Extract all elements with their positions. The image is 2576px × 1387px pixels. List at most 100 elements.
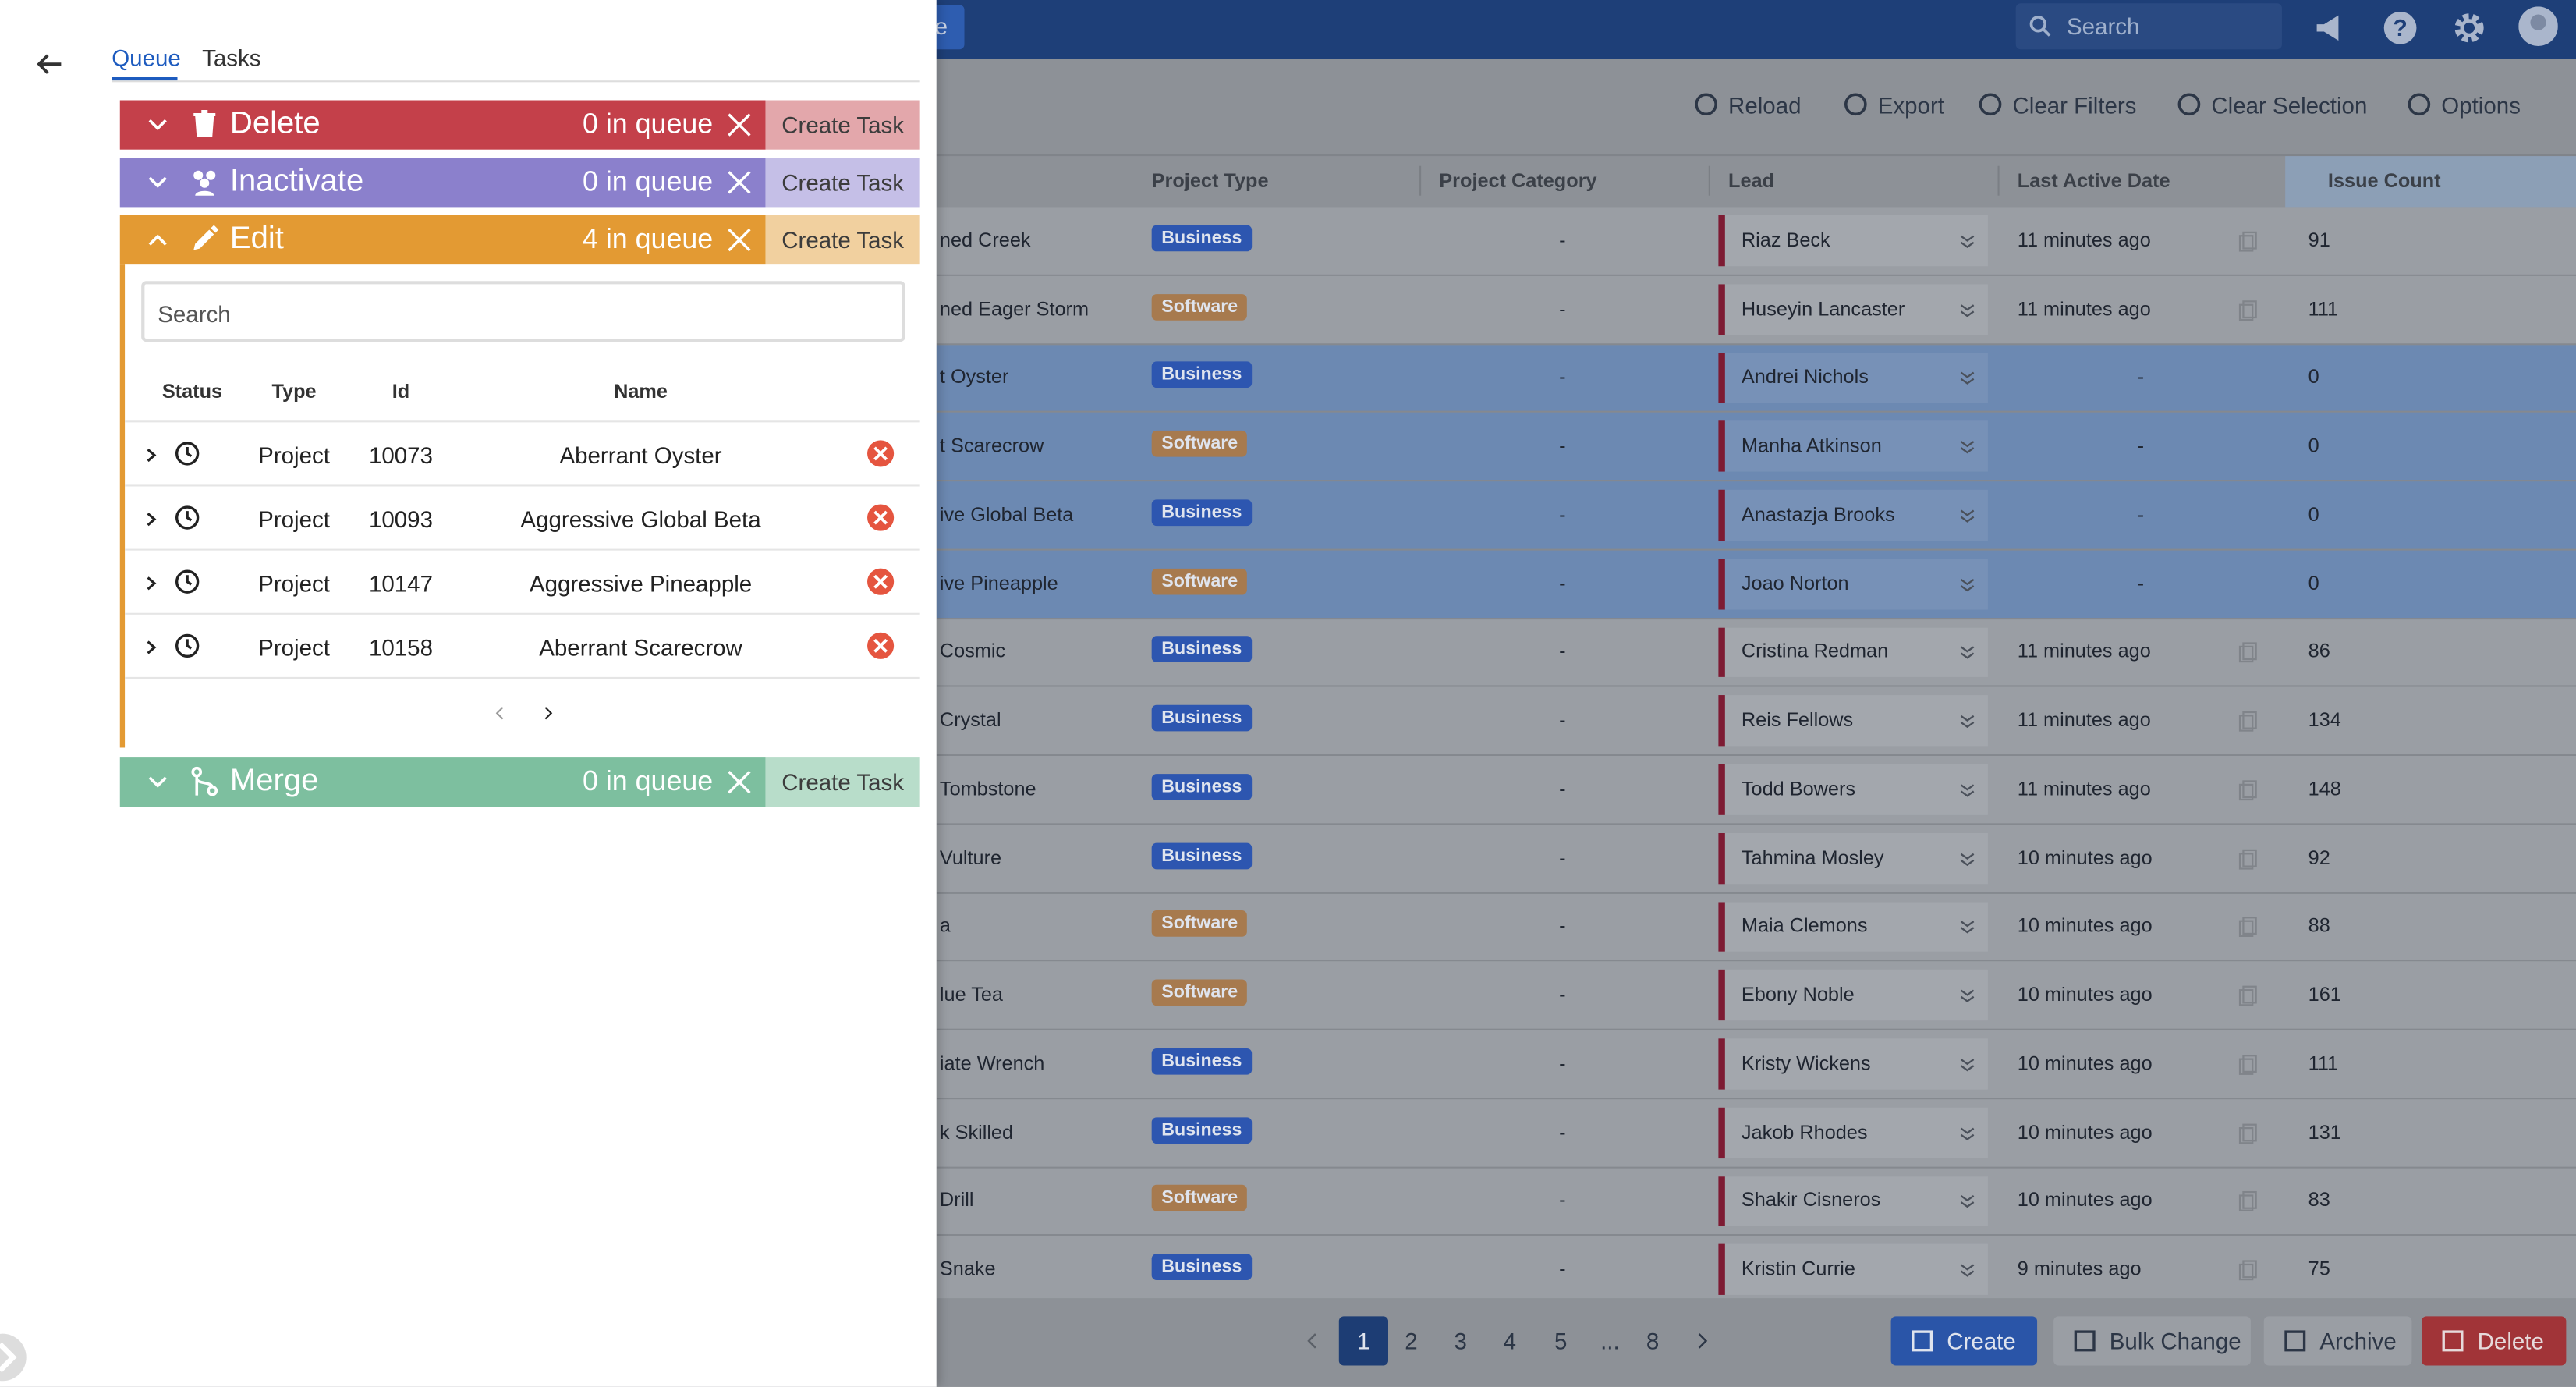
icon-svg [193,170,216,196]
queue-label: Delete [229,106,321,142]
type-badge: Business [1151,704,1252,732]
page-button[interactable]: 5 [1554,1328,1568,1354]
lead-select[interactable]: Huseyin Lancaster [1718,283,1988,335]
create-task-button[interactable]: Create Task [765,158,920,208]
lead-select[interactable]: Andrei Nichols [1718,352,1988,403]
search-box[interactable]: Search [2015,3,2282,50]
lead-name: Kristy Wickens [1741,1051,1871,1075]
icon-svg [2442,1330,2464,1352]
detail-row[interactable]: Project 10158 Aberrant Scarecrow [125,615,920,679]
icon-svg [175,505,200,530]
back-button[interactable] [30,44,69,84]
project-name: Cosmic [939,640,1006,663]
toolbar-button[interactable]: Clear Filters [2012,91,2137,119]
icon-svg: ? [2383,11,2417,44]
last-active: - [2137,434,2144,457]
footer-button[interactable]: Bulk Change [2053,1316,2251,1366]
queue-bar[interactable]: Merge 0 in queue [119,757,766,807]
icon [1958,573,1976,595]
svg-text:?: ? [2393,16,2407,41]
queue-bar[interactable]: Delete 0 in queue [119,100,766,150]
create-task-button[interactable]: Create Task [765,215,920,265]
create-task-button[interactable]: Create Task [765,757,920,807]
lead-select[interactable]: Ebony Noble [1718,970,1988,1021]
lead-select[interactable]: Shakir Cisneros [1718,1176,1988,1226]
lead-select[interactable]: Riaz Beck [1718,215,1988,266]
type-badge: Business [1151,637,1252,663]
toolbar-button[interactable]: Clear Selection [2211,91,2368,119]
icon [1958,847,1976,870]
icon-svg [2238,1260,2257,1281]
issue-count: 0 [2308,365,2319,388]
tabs-divider [112,80,920,83]
queue-bar[interactable]: Inactivate 0 in queue [119,158,766,208]
lead-select[interactable]: Todd Bowers [1718,764,1988,815]
page-button[interactable]: ... [1600,1328,1620,1354]
lead-select[interactable]: Maia Clemons [1718,901,1988,952]
icon-svg [1960,715,1975,729]
issue-count: 111 [2308,1051,2339,1075]
table-row: ive Pineapple Software - Joao Norton - 0 [936,550,2576,619]
queue-bar[interactable]: Edit 4 in queue [119,215,766,265]
page-button[interactable]: 3 [1454,1328,1467,1354]
page-button[interactable]: 1 [1338,1316,1389,1366]
icon-svg [2238,231,2257,252]
toolbar-button[interactable]: Export [1877,91,1944,119]
type-badge: Software [1151,910,1248,938]
page-button[interactable]: 8 [1646,1328,1660,1354]
detail-search[interactable]: Search [141,281,905,342]
icon-svg [191,766,218,796]
issue-count: 91 [2308,228,2330,252]
footer-button[interactable]: Archive [2263,1316,2412,1366]
create-task-button[interactable]: Create Task [765,100,920,150]
detail-row[interactable]: Project 10073 Aberrant Oyster [125,422,920,487]
lead-select[interactable]: Cristina Redman [1718,626,1988,678]
icon-svg [1960,853,1975,866]
issue-count: 131 [2308,1119,2341,1144]
project-name: Drill [939,1188,974,1212]
side-panel: Queue Tasks Delete 0 in queue Create Task Ina… [0,0,937,1387]
toolbar-button[interactable]: Options [2441,91,2521,119]
icon-svg [1960,921,1975,935]
icon [1958,779,1976,801]
icon-svg [147,448,157,463]
footer-button-label: Archive [2319,1328,2397,1354]
project-name: ned Eager Storm [939,296,1090,320]
toolbar-button[interactable]: Reload [1728,91,1802,119]
icon [2029,15,2052,37]
lead-select[interactable]: Anastazja Brooks [1718,489,1988,541]
issue-count: 0 [2308,502,2319,526]
lead-select[interactable]: Reis Fellows [1718,695,1988,747]
tab[interactable]: Tasks [202,44,261,71]
project-name: ive Pineapple [939,571,1058,594]
detail-row[interactable]: Project 10147 Aggressive Pineapple [125,551,920,615]
icon [1302,1328,1322,1354]
detail-cell: Project [258,634,330,661]
icon-svg [495,707,504,720]
page-button[interactable]: 2 [1405,1328,1418,1354]
lead-select[interactable]: Kristin Currie [1718,1244,1988,1295]
page-button[interactable]: 4 [1503,1328,1517,1354]
detail-row[interactable]: Project 10093 Aggressive Global Beta [125,487,920,551]
tab[interactable]: Queue [112,44,181,71]
lead-select[interactable]: Kristy Wickens [1718,1038,1988,1090]
lead-name: Kristin Currie [1741,1257,1856,1281]
category: - [1559,914,1566,938]
footer-button-label: Bulk Change [2109,1328,2241,1354]
lead-select[interactable]: Jakob Rhodes [1718,1107,1988,1158]
icon [726,112,753,138]
table-row: iate Wrench Business - Kristy Wickens 10 min… [936,1030,2576,1099]
category: - [1559,1257,1566,1281]
category: - [1559,365,1566,388]
column-header: Lead [1728,168,1775,193]
lead-select[interactable]: Joao Norton [1718,558,1988,609]
footer-button[interactable]: Create [1890,1316,2038,1366]
footer-button[interactable]: Delete [2421,1316,2567,1366]
lead-select[interactable]: Tahmina Mosley [1718,832,1988,884]
icon [1692,1328,1712,1354]
lead-select[interactable]: Manha Atkinson [1718,420,1988,472]
icon-svg [1960,372,1975,385]
icon [540,701,557,724]
icon-svg [175,442,200,466]
